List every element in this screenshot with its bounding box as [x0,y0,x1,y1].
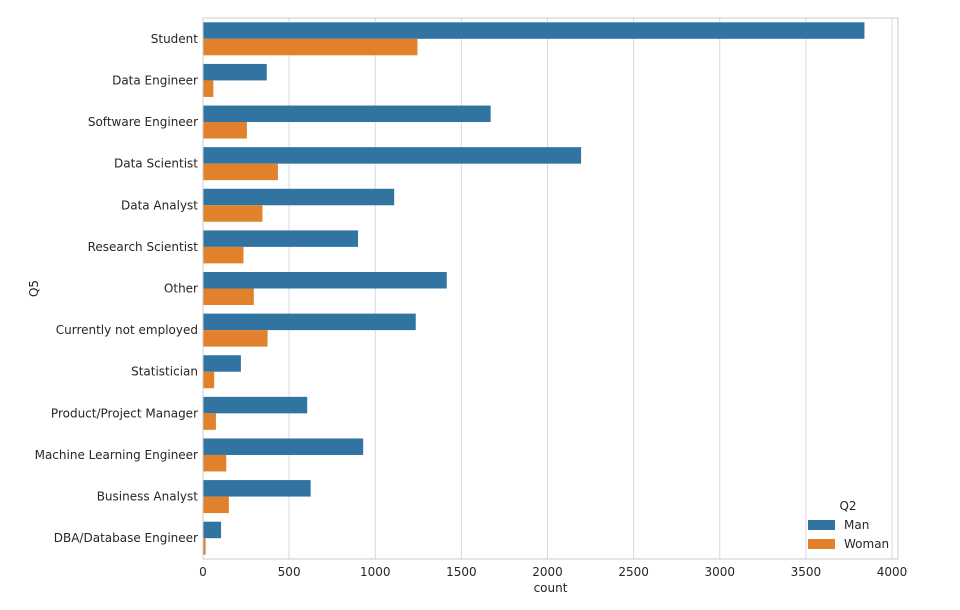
bar-man-10 [203,438,364,455]
y-tick-label: Currently not employed [56,323,198,337]
x-tick-labels: 0 500 1000 1500 2000 2500 3000 3500 4000 [199,565,907,579]
x-tick-label: 2500 [618,565,649,579]
y-tick-label: Business Analyst [97,490,199,504]
bar-man-7 [203,313,416,331]
y-tick-label: Machine Learning Engineer [35,448,198,462]
bar-woman-0 [203,38,418,56]
legend-swatch-man [808,520,835,530]
y-tick-label: Student [151,32,199,46]
legend-label-man: Man [844,518,869,532]
bar-woman-9 [203,413,216,430]
bars [203,22,865,555]
bar-man-2 [203,105,491,123]
bar-woman-2 [203,122,247,139]
y-axis-title: Q5 [27,280,41,297]
bar-man-0 [203,22,865,39]
bar-man-1 [203,63,267,81]
y-tick-label: DBA/Database Engineer [54,531,198,545]
bar-woman-12 [203,538,206,555]
legend-items: Man Woman [808,518,889,551]
x-tick-label: 3500 [791,565,822,579]
bar-man-6 [203,272,447,289]
bar-man-3 [203,147,582,164]
y-tick-label: Software Engineer [88,115,198,129]
y-tick-label: Data Engineer [112,73,198,87]
y-tick-label: Other [164,282,198,296]
legend-label-woman: Woman [844,537,889,551]
x-tick-label: 3000 [704,565,735,579]
x-tick-label: 4000 [877,565,908,579]
x-axis-title: count [534,581,568,595]
x-tick-label: 500 [278,565,301,579]
bar-woman-7 [203,330,268,347]
x-tick-label: 2000 [532,565,563,579]
y-tick-labels: Student Data Engineer Software Engineer Dat… [35,32,199,545]
bar-woman-6 [203,288,254,305]
legend-title: Q2 [839,499,856,513]
bar-woman-1 [203,80,214,97]
y-tick-label: Research Scientist [88,240,199,254]
bar-man-4 [203,188,395,206]
bar-woman-11 [203,496,229,514]
x-tick-label: 0 [199,565,207,579]
bar-woman-4 [203,205,263,222]
legend: Q2 Man Woman [808,499,889,551]
bar-man-5 [203,230,359,247]
bar-man-11 [203,480,311,497]
y-tick-label: Statistician [131,365,198,379]
bar-man-9 [203,396,308,414]
bar-woman-10 [203,454,227,472]
y-tick-label: Data Analyst [121,198,198,212]
bar-man-12 [203,521,222,539]
x-tick-label: 1500 [446,565,477,579]
bar-woman-3 [203,163,278,181]
bar-woman-5 [203,246,244,264]
y-tick-label: Product/Project Manager [51,406,198,420]
bar-man-8 [203,355,241,372]
y-tick-label: Data Scientist [114,157,198,171]
legend-swatch-woman [808,539,835,549]
plot-frame [202,17,899,560]
x-tick-label: 1000 [360,565,391,579]
bar-woman-8 [203,371,215,389]
